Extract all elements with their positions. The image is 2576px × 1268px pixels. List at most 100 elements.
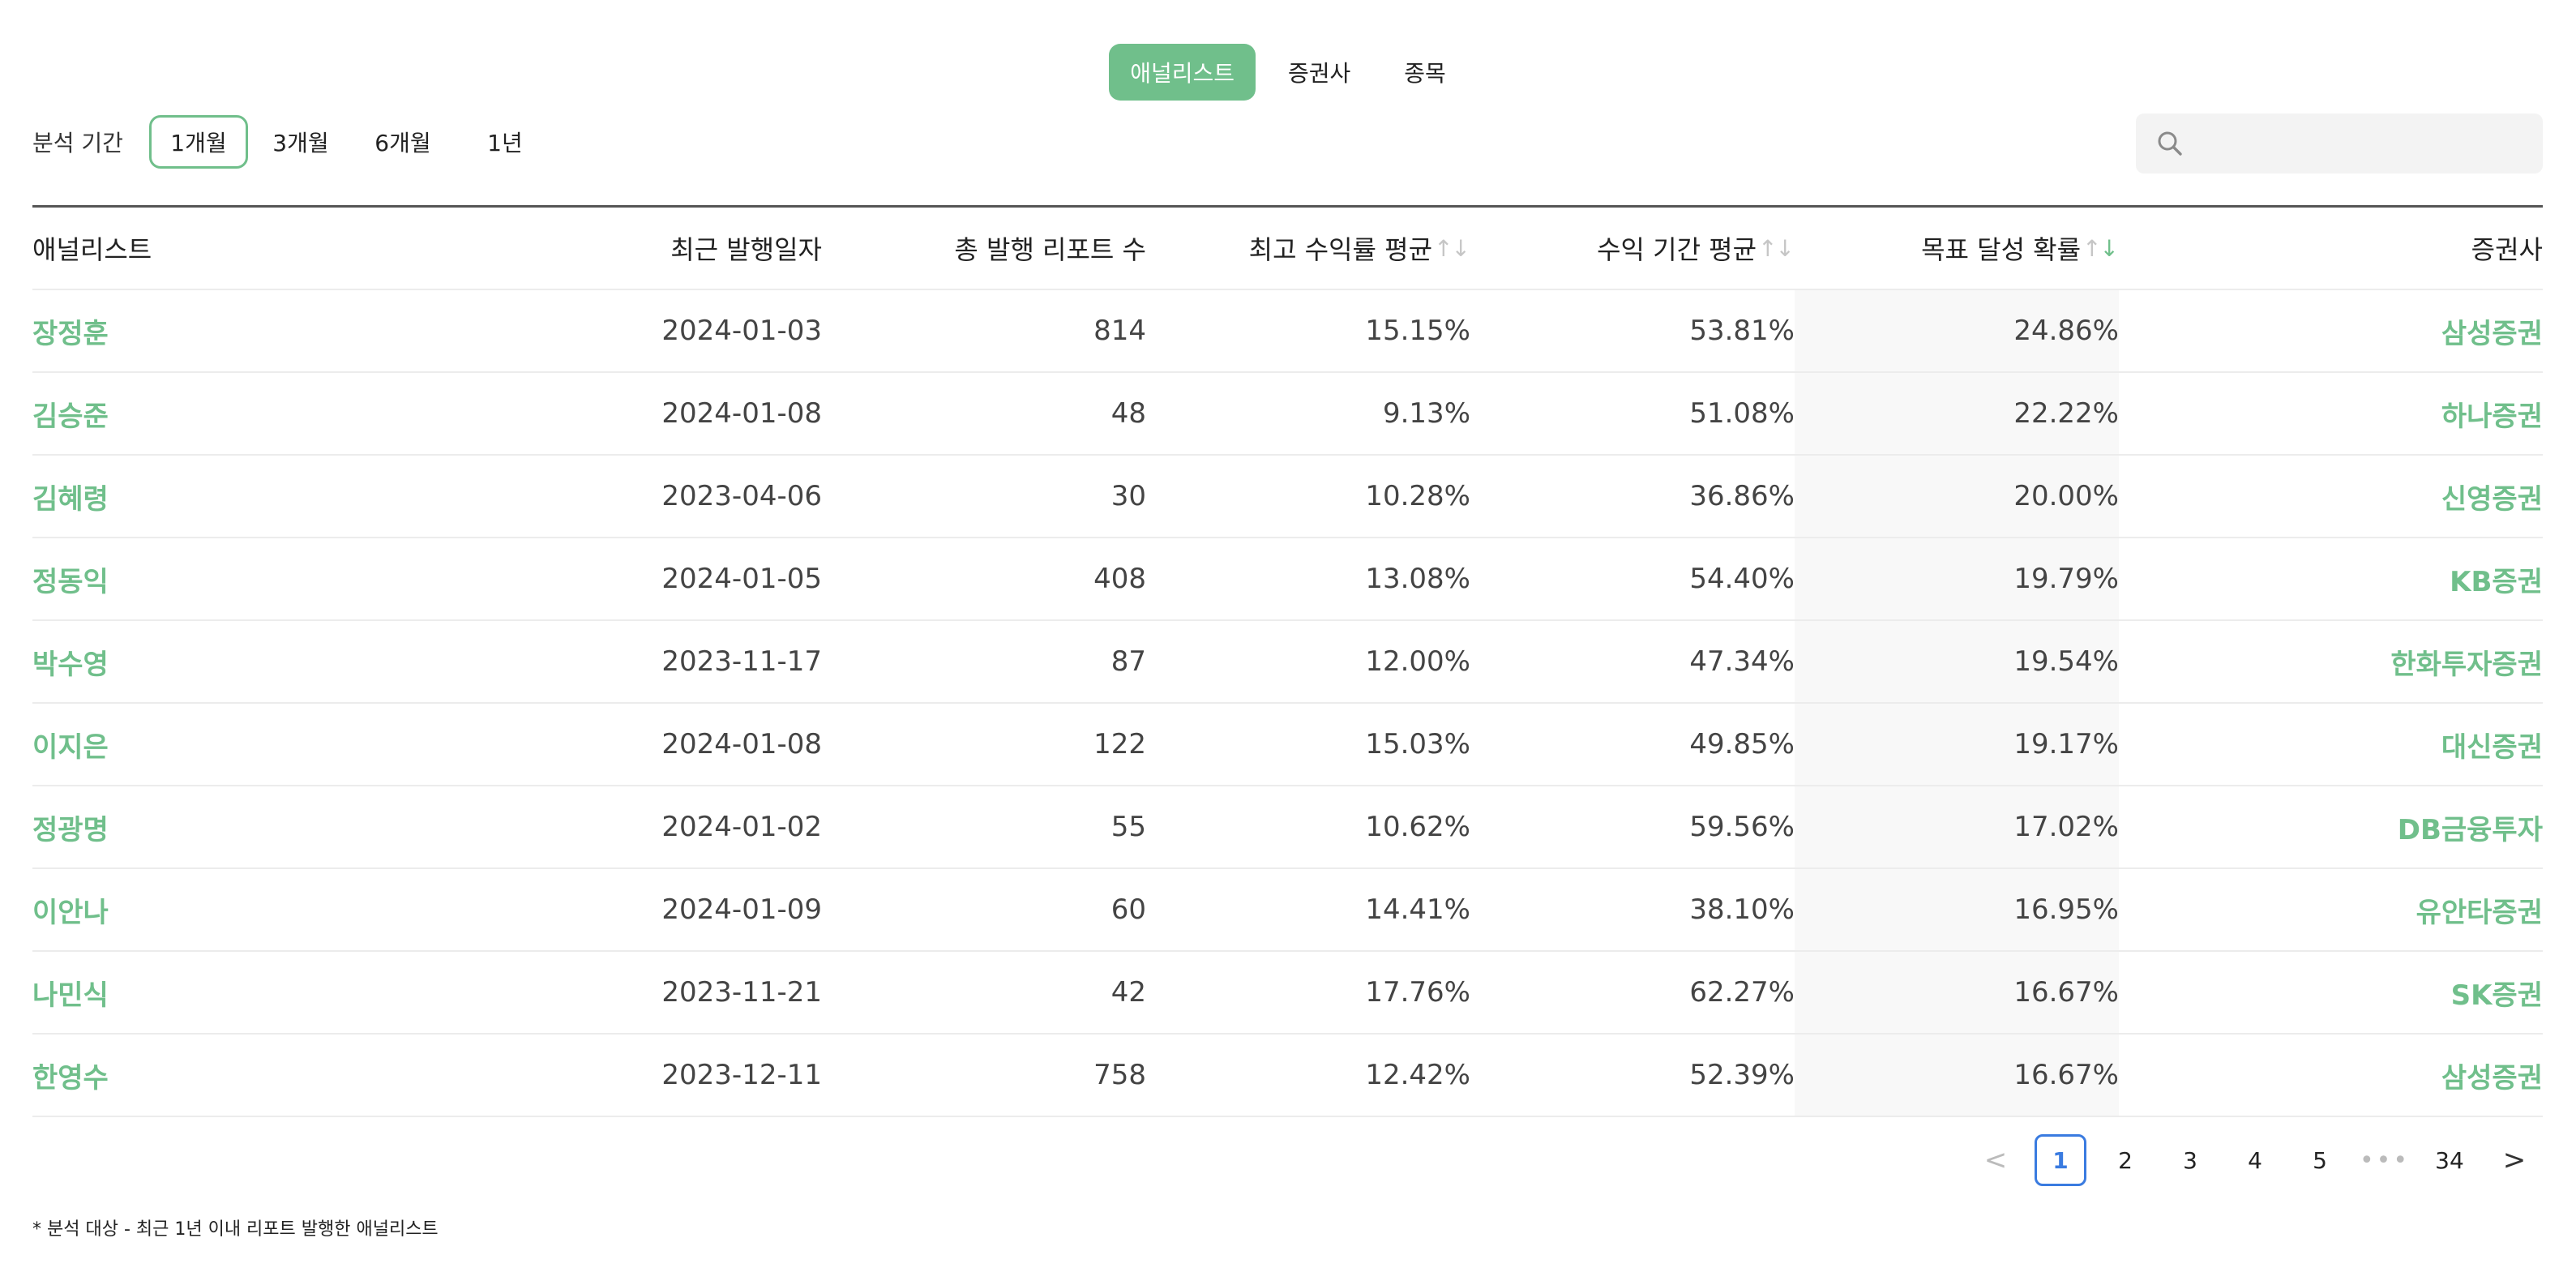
- table-row: 정동익 2024-01-05 408 13.08% 54.40% 19.79% KB증권: [32, 538, 2543, 621]
- table-row: 김혜령 2023-04-06 30 10.28% 36.86% 20.00% 신영증권: [32, 456, 2543, 538]
- period-avg: 54.40%: [1689, 563, 1795, 595]
- header-target-prob-label: 목표 달성 확률: [1921, 234, 2082, 265]
- prev-page-chevron-icon[interactable]: <: [1983, 1144, 2008, 1176]
- page-3[interactable]: 3: [2183, 1146, 2197, 1174]
- brokerage-name[interactable]: 삼성증권: [2441, 317, 2543, 350]
- table-row: 나민식 2023-11-21 42 17.76% 62.27% 16.67% SK증권: [32, 952, 2543, 1035]
- period-filter: 분석 기간 1개월 3개월 6개월 1년: [32, 115, 558, 169]
- table-row: 박수영 2023-11-17 87 12.00% 47.34% 19.54% 한화투자증권: [32, 621, 2543, 704]
- analyst-name[interactable]: 김승준: [32, 400, 109, 433]
- period-option-1y[interactable]: 1년: [487, 130, 523, 156]
- header-brokerage: 증권사: [2471, 234, 2543, 265]
- target-prob: 16.67%: [1795, 952, 2119, 1033]
- period-option-3m[interactable]: 3개월: [272, 130, 329, 156]
- period-avg: 52.39%: [1689, 1059, 1795, 1091]
- max-return-avg: 14.41%: [1365, 893, 1470, 926]
- report-count: 48: [1110, 397, 1146, 430]
- max-return-avg: 15.03%: [1365, 728, 1470, 760]
- target-prob: 19.79%: [1795, 538, 2119, 619]
- brokerage-name[interactable]: 대신증권: [2441, 730, 2543, 764]
- tab-brokerage[interactable]: 증권사: [1288, 60, 1351, 87]
- analyst-table: 애널리스트 최근 발행일자 총 발행 리포트 수 최고 수익률 평균 ↑ ↓ 수익…: [32, 205, 2543, 1117]
- max-return-avg: 10.28%: [1365, 480, 1470, 512]
- table-header: 애널리스트 최근 발행일자 총 발행 리포트 수 최고 수익률 평균 ↑ ↓ 수익…: [32, 208, 2543, 290]
- analyst-name[interactable]: 정동익: [32, 565, 109, 598]
- latest-date: 2024-01-08: [661, 397, 822, 430]
- max-return-avg: 9.13%: [1382, 397, 1470, 430]
- brokerage-name[interactable]: 한화투자증권: [2390, 648, 2543, 681]
- pagination: < 1 2 3 4 5 ••• 34 >: [1970, 1134, 2553, 1186]
- target-prob: 19.17%: [1795, 704, 2119, 785]
- latest-date: 2024-01-09: [661, 893, 822, 926]
- brokerage-name[interactable]: SK증권: [2450, 979, 2543, 1012]
- report-count: 814: [1093, 315, 1146, 347]
- report-count: 30: [1110, 480, 1146, 512]
- report-count: 55: [1110, 811, 1146, 843]
- analyst-name[interactable]: 박수영: [32, 648, 109, 681]
- analyst-name[interactable]: 이안나: [32, 896, 109, 929]
- analyst-name[interactable]: 한영수: [32, 1061, 109, 1095]
- period-option-1m[interactable]: 1개월: [148, 115, 248, 169]
- max-return-avg: 15.15%: [1365, 315, 1470, 347]
- target-prob: 16.95%: [1795, 869, 2119, 950]
- report-count: 758: [1093, 1059, 1146, 1091]
- table-row: 김승준 2024-01-08 48 9.13% 51.08% 22.22% 하나증권: [32, 373, 2543, 456]
- page-last[interactable]: 34: [2435, 1146, 2464, 1174]
- brokerage-name[interactable]: 하나증권: [2441, 400, 2543, 433]
- top-nav: 애널리스트 증권사 종목: [0, 44, 2576, 101]
- header-max-return-label: 최고 수익률 평균: [1248, 234, 1433, 265]
- page-2[interactable]: 2: [2118, 1146, 2133, 1174]
- latest-date: 2023-12-11: [661, 1059, 822, 1091]
- page-5[interactable]: 5: [2313, 1146, 2327, 1174]
- latest-date: 2024-01-08: [661, 728, 822, 760]
- max-return-avg: 10.62%: [1365, 811, 1470, 843]
- ellipsis-icon[interactable]: •••: [2359, 1146, 2411, 1175]
- header-target-prob[interactable]: 목표 달성 확률 ↑ ↓: [1795, 208, 2119, 289]
- header-period-avg-label: 수익 기간 평균: [1597, 234, 1757, 265]
- table-row: 이지은 2024-01-08 122 15.03% 49.85% 19.17% 대신증권: [32, 704, 2543, 786]
- brokerage-name[interactable]: KB증권: [2450, 565, 2543, 598]
- period-avg: 51.08%: [1689, 397, 1795, 430]
- period-option-6m[interactable]: 6개월: [374, 130, 431, 156]
- brokerage-name[interactable]: DB금융투자: [2397, 813, 2543, 846]
- analyst-name[interactable]: 이지은: [32, 730, 109, 764]
- page-4[interactable]: 4: [2248, 1146, 2262, 1174]
- period-label: 분석 기간: [32, 130, 123, 156]
- max-return-avg: 12.42%: [1365, 1059, 1470, 1091]
- latest-date: 2023-04-06: [661, 480, 822, 512]
- header-latest-date: 최근 발행일자: [670, 234, 822, 265]
- report-count: 408: [1093, 563, 1146, 595]
- header-max-return[interactable]: 최고 수익률 평균 ↑ ↓: [1146, 208, 1470, 289]
- search-input[interactable]: [2186, 113, 2543, 174]
- table-top-border: [32, 205, 2543, 208]
- sort-icon[interactable]: ↑ ↓: [1758, 234, 1795, 262]
- header-period-avg[interactable]: 수익 기간 평균 ↑ ↓: [1470, 208, 1795, 289]
- analyst-name[interactable]: 나민식: [32, 979, 109, 1012]
- header-analyst: 애널리스트: [32, 234, 152, 265]
- header-report-count: 총 발행 리포트 수: [954, 234, 1146, 265]
- target-prob: 19.54%: [1795, 621, 2119, 702]
- tab-stock[interactable]: 종목: [1404, 60, 1446, 87]
- analyst-name[interactable]: 김혜령: [32, 482, 109, 516]
- target-prob: 24.86%: [1795, 290, 2119, 371]
- brokerage-name[interactable]: 유안타증권: [2416, 896, 2543, 929]
- period-avg: 59.56%: [1689, 811, 1795, 843]
- latest-date: 2023-11-17: [661, 645, 822, 678]
- next-page-chevron-icon[interactable]: >: [2502, 1144, 2527, 1176]
- brokerage-name[interactable]: 삼성증권: [2441, 1061, 2543, 1095]
- max-return-avg: 12.00%: [1365, 645, 1470, 678]
- sort-desc-active-icon[interactable]: ↑ ↓: [2082, 234, 2119, 262]
- sort-icon[interactable]: ↑ ↓: [1434, 234, 1470, 262]
- analyst-name[interactable]: 정광명: [32, 813, 109, 846]
- brokerage-name[interactable]: 신영증권: [2441, 482, 2543, 516]
- max-return-avg: 13.08%: [1365, 563, 1470, 595]
- target-prob: 22.22%: [1795, 373, 2119, 454]
- search-icon[interactable]: [2154, 127, 2186, 160]
- latest-date: 2024-01-02: [661, 811, 822, 843]
- target-prob: 20.00%: [1795, 456, 2119, 537]
- tab-analyst[interactable]: 애널리스트: [1109, 44, 1256, 101]
- page-1[interactable]: 1: [2035, 1134, 2086, 1186]
- period-avg: 36.86%: [1689, 480, 1795, 512]
- analyst-name[interactable]: 장정훈: [32, 317, 109, 350]
- table-row: 이안나 2024-01-09 60 14.41% 38.10% 16.95% 유안타증권: [32, 869, 2543, 952]
